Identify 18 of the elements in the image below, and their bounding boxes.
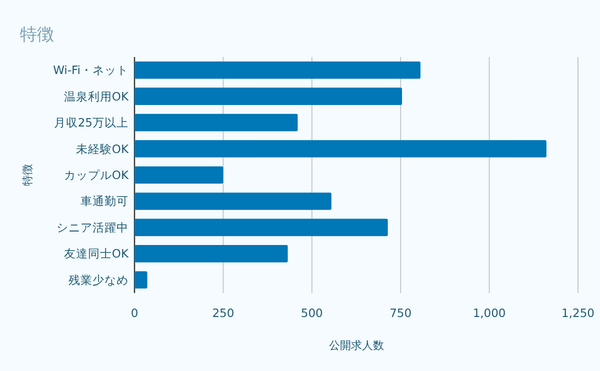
x-tick-label: 1,000 [472,306,506,320]
y-tick-label: シニア活躍中 [56,220,128,234]
y-tick-label: 月収25万以上 [54,116,128,130]
y-tick-label: 車通勤可 [80,194,128,208]
y-tick-label: カップルOK [64,168,129,182]
y-tick-label: 残業少なめ [68,272,128,287]
y-tick-label: 温泉利用OK [64,89,129,104]
x-tick-label: 750 [390,306,412,320]
x-tick-label: 1,250 [562,306,594,320]
x-tick-label: 500 [300,306,323,320]
y-tick-label: 未経験OK [76,142,129,156]
y-tick-label: Wi-Fi・ネット [53,63,128,78]
y-axis-title: 特徴 [21,164,34,186]
y-tick-label: 友達同士OK [64,246,129,261]
x-tick-label: 0 [130,306,138,320]
x-tick-label: 250 [212,306,234,320]
x-axis-title: 公開求人数 [328,339,384,352]
chart-title: 特徴 [20,25,54,45]
